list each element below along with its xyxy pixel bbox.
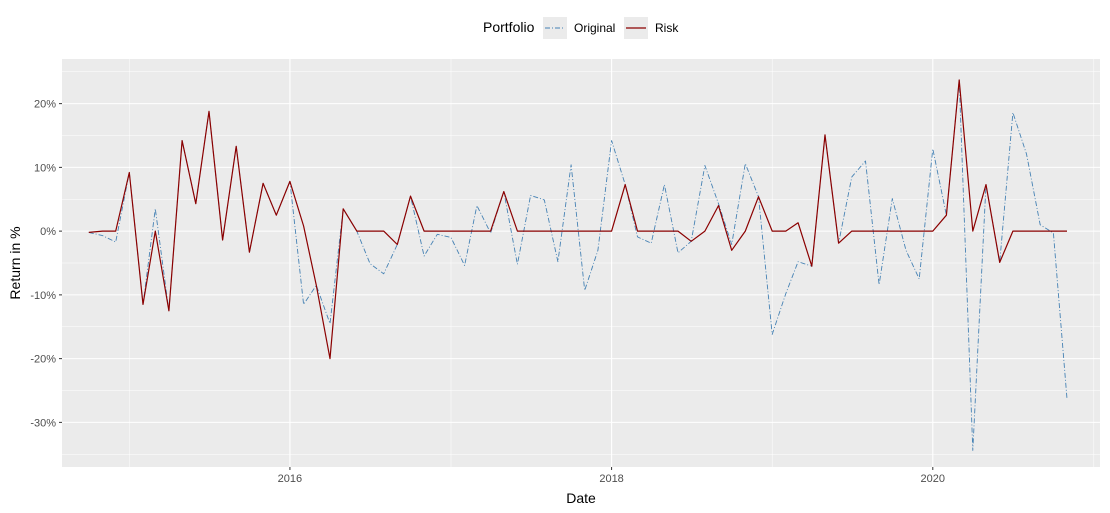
y-tick-label: -10% bbox=[30, 290, 56, 302]
legend: Portfolio Original Risk bbox=[483, 17, 679, 39]
x-tick-label: 2016 bbox=[278, 473, 302, 485]
legend-label-original: Original bbox=[574, 21, 615, 35]
series-layer bbox=[88, 79, 1068, 451]
y-tick-label: 20% bbox=[34, 99, 56, 111]
series-line-risk bbox=[88, 79, 1067, 360]
y-tick-label: -20% bbox=[30, 354, 56, 366]
x-axis-title: Date bbox=[566, 490, 596, 506]
grid-minor bbox=[62, 59, 1100, 467]
legend-title: Portfolio bbox=[483, 19, 535, 35]
y-axis-title: Return in % bbox=[7, 226, 23, 299]
x-tick-label: 2020 bbox=[921, 473, 945, 485]
x-axis: 2016 2018 2020 bbox=[278, 467, 945, 485]
y-axis: 20% 10% 0% -10% -20% -30% bbox=[30, 99, 62, 429]
y-tick-label: 10% bbox=[34, 162, 56, 174]
x-tick-label: 2018 bbox=[599, 473, 623, 485]
y-tick-label: 0% bbox=[40, 226, 56, 238]
y-tick-label: -30% bbox=[30, 417, 56, 429]
legend-label-risk: Risk bbox=[655, 21, 679, 35]
